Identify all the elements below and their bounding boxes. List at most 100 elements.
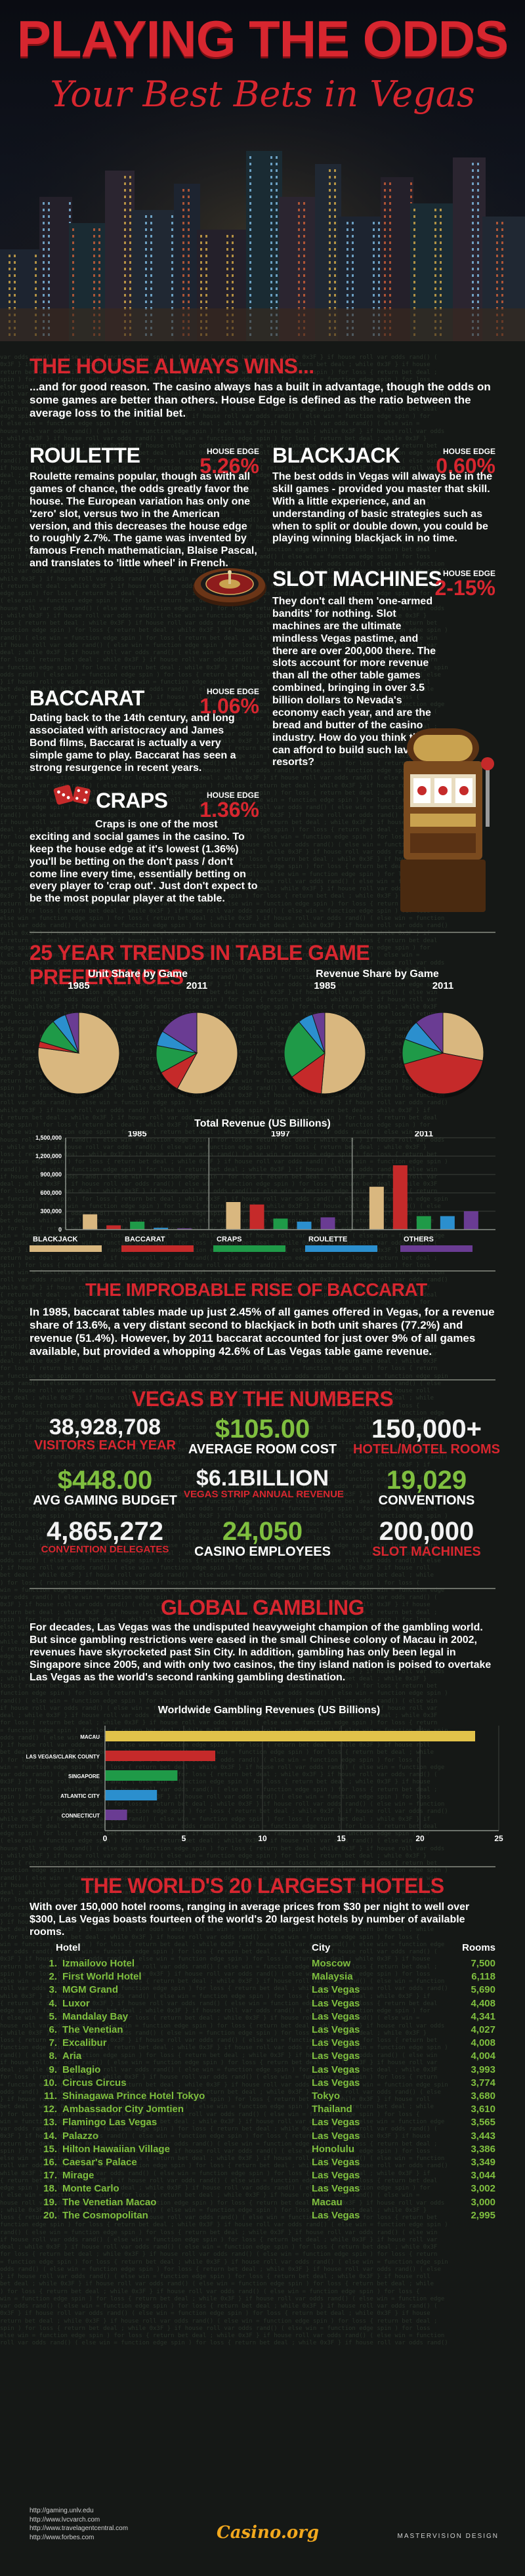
blackjack-he-value: 0.60% bbox=[436, 454, 495, 478]
header-subtitle: Your Best Bets in Vegas bbox=[50, 73, 475, 115]
bar-others-1985 bbox=[177, 1228, 192, 1230]
stat-8: 200,000 SLOT MACHINES bbox=[348, 1518, 505, 1559]
pie-slice-blackjack bbox=[442, 1012, 484, 1062]
stat-0: 38,928,708 VISITORS EACH YEAR bbox=[26, 1416, 184, 1453]
legend-swatch-roulette bbox=[305, 1245, 377, 1252]
stat-6: 4,865,272 CONVENTION DELEGATES bbox=[26, 1518, 184, 1556]
cell-hotel: Ambassador City Jomtien bbox=[62, 2104, 184, 2115]
cell-city: Las Vegas bbox=[312, 2209, 360, 2221]
legend-swatch-blackjack bbox=[30, 1245, 102, 1252]
legend-label-others: OTHERS bbox=[404, 1236, 434, 1243]
hbar-macau bbox=[105, 1731, 475, 1741]
table-row: 11. Shinagawa Prince Hotel Tokyo Tokyo 3,68… bbox=[43, 2090, 495, 2104]
table-row: 15. Hilton Hawaiian Village Honolulu 3,386 bbox=[43, 2144, 495, 2157]
table-row: 20. The Cosmopolitan Las Vegas 2,995 bbox=[43, 2210, 495, 2223]
bar-craps-2011 bbox=[416, 1216, 431, 1230]
cell-rooms: 3,386 bbox=[471, 2143, 495, 2155]
table-row: 4. Luxor Las Vegas 4,408 bbox=[43, 1998, 495, 2011]
source-link[interactable]: http://www.travelagentcentral.com bbox=[30, 2525, 129, 2532]
blackjack-title: BLACKJACK bbox=[272, 444, 400, 467]
pie-slice-others bbox=[161, 1012, 198, 1054]
pie-slice-baccarat bbox=[291, 1052, 326, 1094]
table-row: 13. Flamingo Las Vegas Las Vegas 3,565 bbox=[43, 2117, 495, 2130]
stat-3: $448.00 AVG GAMING BUDGET bbox=[26, 1467, 184, 1508]
cell-rooms: 5,690 bbox=[471, 1984, 495, 1996]
table-row: 16. Caesar's Palace Las Vegas 3,349 bbox=[43, 2157, 495, 2170]
slots-he-label: HOUSE EDGE bbox=[442, 569, 495, 578]
pie-charts bbox=[37, 1012, 484, 1098]
dice-icon bbox=[53, 785, 91, 805]
blackjack-he-label: HOUSE EDGE bbox=[442, 447, 495, 456]
cell-n: 20. bbox=[43, 2209, 57, 2221]
cell-hotel: First World Hotel bbox=[62, 1971, 142, 1983]
cell-city: Las Vegas bbox=[312, 2010, 360, 2022]
pie-slice-blackjack bbox=[177, 1012, 238, 1094]
source-link[interactable]: http://www.lvcvarch.com bbox=[30, 2516, 100, 2524]
stat-value: $6.1BILLION bbox=[196, 1466, 329, 1491]
cell-n: 11. bbox=[43, 2090, 57, 2102]
cell-hotel: Izmailovo Hotel bbox=[62, 1958, 135, 1969]
hotels-header-row: Hotel City Rooms bbox=[43, 1942, 495, 1955]
table-row: 6. The Venetian Las Vegas 4,027 bbox=[43, 2024, 495, 2037]
cell-city: Moscow bbox=[312, 1958, 351, 1969]
hbar-atlantic-city bbox=[105, 1790, 158, 1800]
legend-swatch-craps bbox=[213, 1245, 285, 1252]
table-row: 14. Palazzo Las Vegas 3,443 bbox=[43, 2130, 495, 2144]
bar-group-year: 1997 bbox=[271, 1131, 290, 1138]
stat-label: CASINO EMPLOYEES bbox=[194, 1545, 331, 1559]
cell-hotel: Mirage bbox=[62, 2170, 94, 2182]
pie-slice-baccarat bbox=[403, 1052, 484, 1094]
blackjack-text: The best odds in Vegas will always be in… bbox=[272, 471, 493, 545]
col-city: City bbox=[312, 1942, 331, 1953]
y-tick-label: 600,000 bbox=[40, 1190, 62, 1196]
y-tick-label: 300,000 bbox=[40, 1208, 62, 1215]
source-link[interactable]: http://www.forbes.com bbox=[30, 2533, 94, 2541]
cell-n: 12. bbox=[43, 2104, 57, 2115]
stat-label: HOTEL/MOTEL ROOMS bbox=[352, 1442, 501, 1457]
bar-others-2011 bbox=[463, 1211, 478, 1230]
source-link[interactable]: http://gaming.unlv.edu bbox=[30, 2507, 94, 2514]
vegas-skyline-image bbox=[0, 0, 525, 341]
bar-group-year: 2011 bbox=[415, 1131, 433, 1138]
hbar-label: ATLANTIC CITY bbox=[60, 1793, 100, 1799]
bar-craps-1997 bbox=[273, 1218, 288, 1230]
bar-group-year: 1985 bbox=[128, 1131, 147, 1138]
craps-text: Craps is one of the most exciting and so… bbox=[30, 819, 258, 905]
cell-city: Las Vegas bbox=[312, 2117, 360, 2129]
cell-n: 19. bbox=[43, 2196, 57, 2208]
cell-n: 9. bbox=[49, 2064, 57, 2075]
cell-city: Las Vegas bbox=[312, 2130, 360, 2142]
stat-value: 24,050 bbox=[222, 1517, 303, 1546]
cell-rooms: 3,044 bbox=[471, 2170, 495, 2182]
table-row: 10. Circus Circus Las Vegas 3,774 bbox=[43, 2077, 495, 2090]
baccarat-text: Dating back to the 14th century, and lon… bbox=[30, 713, 236, 774]
bar-roulette-1997 bbox=[297, 1221, 312, 1230]
x-tick-label: 0 bbox=[103, 1834, 108, 1843]
revenue-share-title: Revenue Share by Game bbox=[316, 968, 439, 980]
legend-label-baccarat: BACCARAT bbox=[125, 1236, 165, 1243]
cell-hotel: Luxor bbox=[62, 1997, 90, 2009]
pie-3 bbox=[402, 1012, 484, 1098]
cell-rooms: 3,000 bbox=[471, 2196, 495, 2208]
background-texture: var odds rand() ( else win = function ed… bbox=[0, 354, 448, 2347]
legend-swatch-baccarat bbox=[121, 1245, 194, 1252]
divider bbox=[30, 1588, 495, 1589]
bar-blackjack-1997 bbox=[226, 1202, 241, 1230]
roulette-title: ROULETTE bbox=[30, 444, 140, 467]
hbar-las-vegas-clark-county bbox=[105, 1751, 215, 1761]
cell-city: Honolulu bbox=[312, 2143, 354, 2155]
cell-city: Las Vegas bbox=[312, 1984, 360, 1996]
stat-label: CONVENTION DELEGATES bbox=[41, 1544, 169, 1555]
bar-baccarat-2011 bbox=[392, 1165, 408, 1230]
cell-rooms: 3,680 bbox=[471, 2090, 495, 2102]
cell-hotel: MGM Grand bbox=[62, 1984, 118, 1996]
rev-year-2011: 2011 bbox=[432, 980, 454, 991]
cell-rooms: 3,993 bbox=[471, 2064, 495, 2075]
stat-value: 200,000 bbox=[379, 1517, 474, 1546]
hbar-label: CONNECTICUT bbox=[62, 1813, 100, 1819]
cell-hotel: Shinagawa Prince Hotel Tokyo bbox=[62, 2090, 205, 2102]
table-row: 1. Izmailovo Hotel Moscow 7,500 bbox=[43, 1958, 495, 1971]
cell-n: 4. bbox=[49, 1997, 57, 2009]
stat-5: 19,029 CONVENTIONS bbox=[348, 1467, 505, 1508]
stat-label: SLOT MACHINES bbox=[372, 1545, 481, 1559]
